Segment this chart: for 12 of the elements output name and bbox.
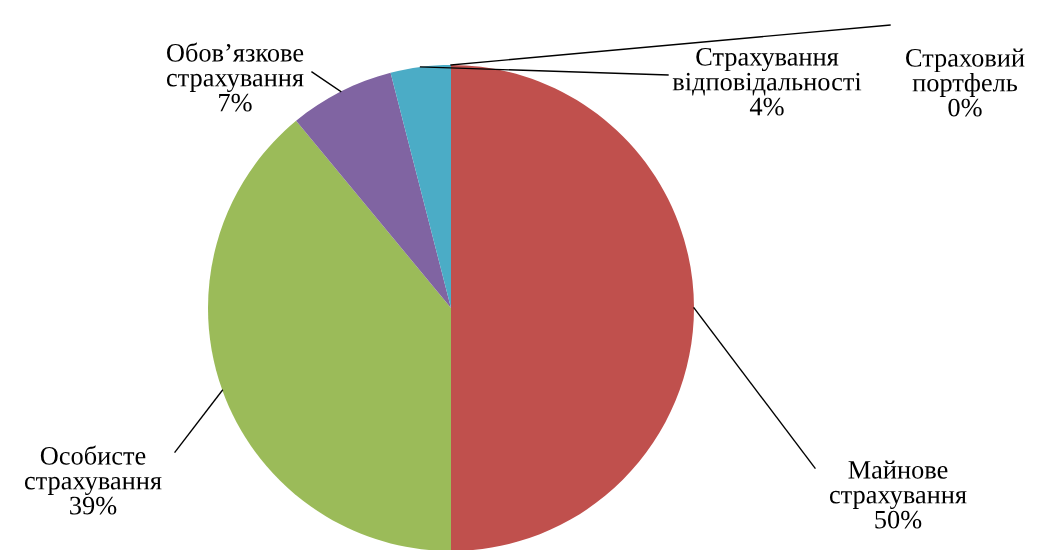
slice-label: Страхування відповідальності <box>672 47 862 96</box>
data-label: 4% <box>749 97 784 116</box>
slice-label: Майнове страхування <box>829 460 967 509</box>
pie-slice <box>208 120 451 550</box>
data-label: 50% <box>875 510 922 529</box>
data-label: 39% <box>70 496 117 515</box>
pie-slice <box>390 65 451 308</box>
slice-label: Обов’язкове страхування <box>166 42 304 92</box>
data-label: 7% <box>219 93 252 112</box>
text: 0% <box>948 98 982 117</box>
slice-label: Особисте страхування <box>24 445 162 495</box>
category-label: Страховий портфель <box>906 48 1025 97</box>
